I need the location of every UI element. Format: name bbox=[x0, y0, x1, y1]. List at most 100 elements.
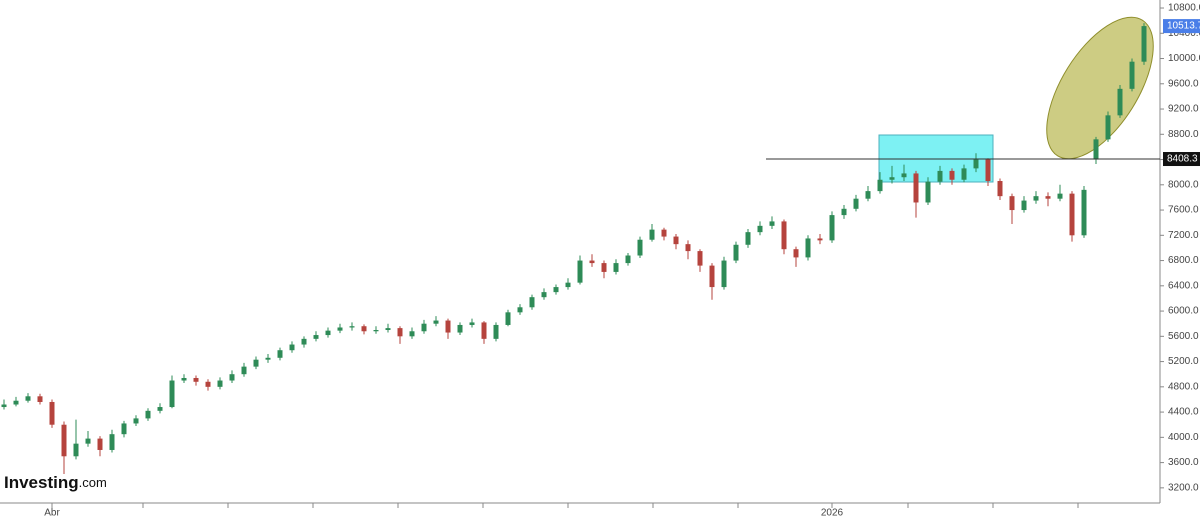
candle-body bbox=[1069, 193, 1075, 236]
y-tick-label: 10000.0 bbox=[1168, 53, 1200, 64]
candle-body bbox=[529, 297, 535, 308]
candle-body bbox=[217, 380, 223, 387]
candle-body bbox=[397, 328, 403, 337]
candle-body bbox=[241, 366, 247, 375]
candle-body bbox=[733, 244, 739, 261]
y-tick-label: 8000.0 bbox=[1168, 179, 1199, 190]
candle-body bbox=[709, 265, 715, 288]
candle-body bbox=[781, 221, 787, 250]
candle-body bbox=[541, 292, 547, 298]
y-tick-label: 9200.0 bbox=[1168, 104, 1199, 115]
month-ticks bbox=[142, 503, 1079, 508]
candle-body bbox=[853, 198, 859, 209]
candle-body bbox=[841, 208, 847, 216]
y-tick-label: 6400.0 bbox=[1168, 280, 1199, 291]
y-tick-label: 10400.0 bbox=[1168, 28, 1200, 39]
candle-body bbox=[1045, 196, 1051, 199]
candle-body bbox=[493, 324, 499, 339]
candle-body bbox=[37, 396, 43, 402]
logo-brand: Investing bbox=[4, 473, 79, 492]
candle-body bbox=[961, 168, 967, 180]
candle-body bbox=[49, 401, 55, 425]
candle-body bbox=[1081, 189, 1087, 236]
candle-body bbox=[73, 443, 79, 457]
candle-body bbox=[301, 338, 307, 345]
candle-body bbox=[913, 173, 919, 203]
candle-body bbox=[109, 434, 115, 450]
candle-body bbox=[901, 173, 907, 178]
candle-body bbox=[25, 396, 31, 401]
candle-body bbox=[337, 327, 343, 331]
candle-body bbox=[169, 380, 175, 408]
candle-body bbox=[325, 330, 331, 336]
candle-body bbox=[361, 326, 367, 332]
candle-body bbox=[469, 322, 475, 325]
logo: Investing.com bbox=[4, 473, 107, 492]
candle-body bbox=[313, 335, 319, 339]
candle-body bbox=[793, 249, 799, 258]
candle-body bbox=[877, 179, 883, 192]
y-tick-label: 7200.0 bbox=[1168, 230, 1199, 241]
candle-body bbox=[1141, 26, 1147, 62]
candle-body bbox=[613, 263, 619, 272]
candle-body bbox=[481, 322, 487, 339]
candle-body bbox=[589, 260, 595, 264]
candle-body bbox=[829, 215, 835, 241]
candle-body bbox=[565, 282, 571, 288]
candle-body bbox=[1117, 88, 1123, 116]
candle-body bbox=[421, 323, 427, 332]
candle-body bbox=[865, 191, 871, 199]
candle-body bbox=[625, 255, 631, 264]
candle-body bbox=[1093, 139, 1099, 160]
candle-body bbox=[517, 307, 523, 313]
candle-body bbox=[409, 331, 415, 337]
y-tick-label: 5200.0 bbox=[1168, 356, 1199, 367]
candle-body bbox=[121, 423, 127, 435]
candle-body bbox=[985, 159, 991, 182]
level-tag bbox=[1163, 152, 1200, 167]
x-tick-label: Abr bbox=[44, 508, 60, 519]
candle-body bbox=[181, 377, 187, 381]
candle-body bbox=[433, 320, 439, 324]
candle-body bbox=[373, 330, 379, 332]
x-tick-label: 2026 bbox=[821, 508, 844, 519]
candle-body bbox=[577, 260, 583, 283]
candle-body bbox=[205, 381, 211, 387]
candle-body bbox=[13, 400, 19, 405]
y-tick-label: 4800.0 bbox=[1168, 381, 1199, 392]
y-tick-label: 4400.0 bbox=[1168, 407, 1199, 418]
candle-body bbox=[685, 244, 691, 252]
candle-body bbox=[145, 410, 151, 419]
logo-suffix: .com bbox=[79, 475, 107, 490]
candle-body bbox=[661, 229, 667, 237]
candle-body bbox=[1129, 61, 1135, 89]
last-price-label: 10513.7 bbox=[1167, 21, 1200, 32]
candle-body bbox=[553, 287, 559, 293]
highlight-ellipse bbox=[1046, 16, 1154, 160]
candle-body bbox=[745, 232, 751, 245]
candle-body bbox=[721, 260, 727, 288]
candle-body bbox=[385, 328, 391, 331]
candle-body bbox=[697, 251, 703, 266]
candle-body bbox=[1033, 196, 1039, 201]
y-tick-label: 4000.0 bbox=[1168, 432, 1199, 443]
candle-body bbox=[253, 359, 259, 367]
y-tick-label: 9600.0 bbox=[1168, 78, 1199, 89]
candle-body bbox=[85, 438, 91, 444]
candle-body bbox=[1021, 200, 1027, 211]
candle-body bbox=[997, 181, 1003, 197]
candle-body bbox=[229, 374, 235, 381]
candle-body bbox=[277, 350, 283, 358]
highlight-box bbox=[878, 134, 994, 183]
candle-body bbox=[157, 407, 163, 411]
candle-body bbox=[61, 424, 67, 457]
candle-body bbox=[505, 312, 511, 325]
candle-body bbox=[949, 170, 955, 180]
candle-body bbox=[805, 238, 811, 258]
candle-body bbox=[637, 239, 643, 256]
y-tick-label: 10800.0 bbox=[1168, 3, 1200, 14]
y-tick-label: 5600.0 bbox=[1168, 331, 1199, 342]
y-tick-label: 3600.0 bbox=[1168, 457, 1199, 468]
candle-body bbox=[97, 438, 103, 450]
